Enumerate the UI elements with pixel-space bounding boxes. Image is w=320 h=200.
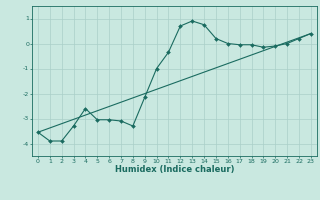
X-axis label: Humidex (Indice chaleur): Humidex (Indice chaleur) xyxy=(115,165,234,174)
